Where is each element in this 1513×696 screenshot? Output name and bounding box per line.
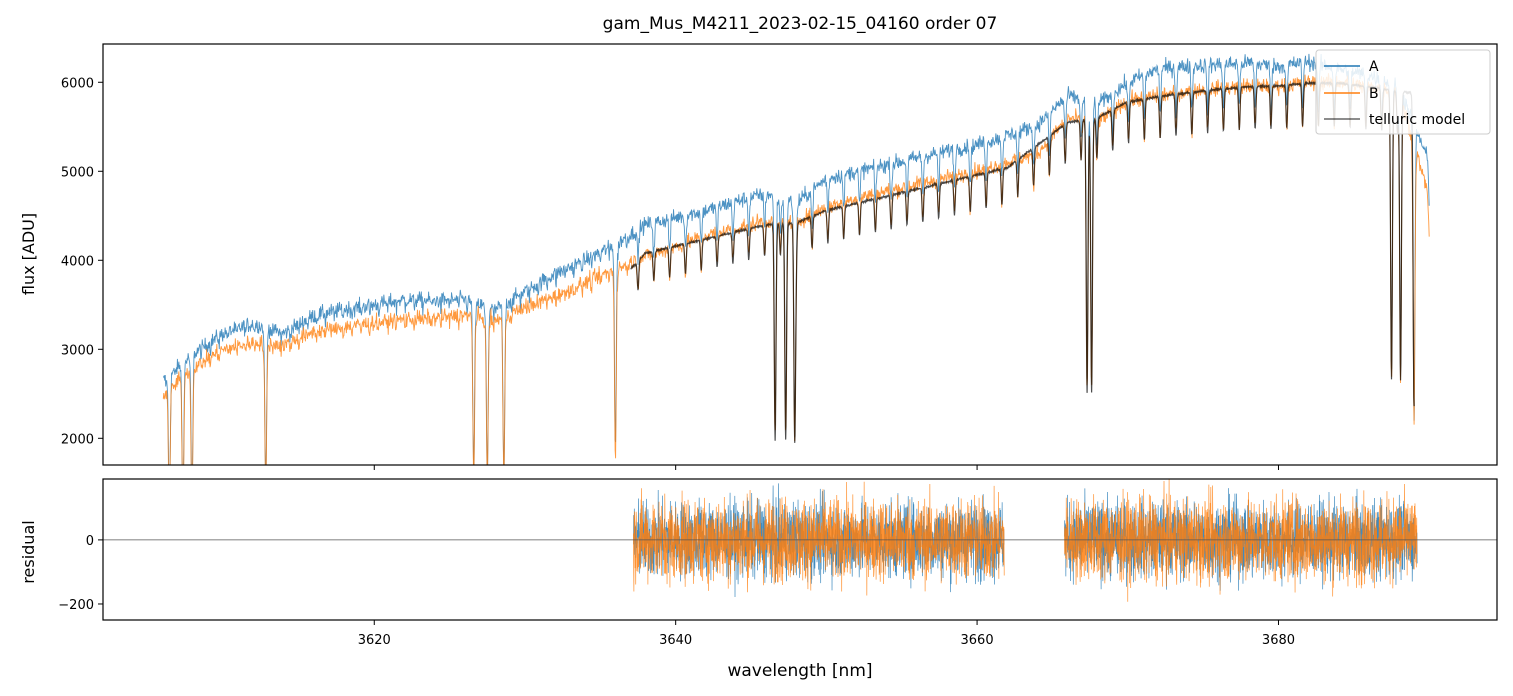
flux-y-tick-label: 6000 bbox=[61, 76, 94, 91]
flux-series-group bbox=[162, 53, 1430, 465]
x-tick-label: 3660 bbox=[961, 633, 994, 648]
legend-label-telluric: telluric model bbox=[1369, 112, 1465, 128]
flux-y-tick-label: 3000 bbox=[61, 343, 94, 358]
flux-panel: 2000 3000 4000 5000 6000 flux [ADU] A B tell… bbox=[19, 43, 1498, 470]
x-axis-label: wavelength [nm] bbox=[727, 661, 872, 681]
residual-y-tick-label: 0 bbox=[86, 534, 94, 549]
residual-y-ticks: −200 0 bbox=[58, 534, 103, 613]
chart-title: gam_Mus_M4211_2023-02-15_04160 order 07 bbox=[603, 14, 998, 34]
flux-y-tick-label: 2000 bbox=[61, 432, 94, 447]
residual-panel: −200 0 3620 3640 3660 3680 residual waveleng… bbox=[19, 478, 1498, 681]
residual-axes-frame bbox=[102, 478, 1498, 621]
residual-y-tick-label: −200 bbox=[58, 598, 94, 613]
flux-y-tick-label: 5000 bbox=[61, 165, 94, 180]
residual-line-b bbox=[633, 479, 1418, 602]
x-tick-label: 3640 bbox=[659, 633, 692, 648]
residual-x-ticks: 3620 3640 3660 3680 bbox=[358, 620, 1295, 648]
residual-series-group bbox=[633, 479, 1418, 602]
legend-label-a: A bbox=[1369, 59, 1379, 75]
flux-y-ticks: 2000 3000 4000 5000 6000 bbox=[61, 76, 103, 447]
flux-x-ticks bbox=[373, 465, 1279, 470]
legend-box bbox=[1315, 49, 1491, 135]
residual-y-axis-label: residual bbox=[19, 520, 38, 583]
x-tick-label: 3680 bbox=[1262, 633, 1295, 648]
flux-y-tick-label: 4000 bbox=[61, 254, 94, 269]
x-tick-label: 3620 bbox=[358, 633, 391, 648]
series-line-telluric bbox=[630, 80, 1415, 443]
flux-axes-frame bbox=[102, 43, 1498, 466]
flux-y-axis-label: flux [ADU] bbox=[19, 213, 38, 295]
legend-label-b: B bbox=[1369, 86, 1379, 102]
legend: A B telluric model bbox=[1315, 49, 1491, 135]
